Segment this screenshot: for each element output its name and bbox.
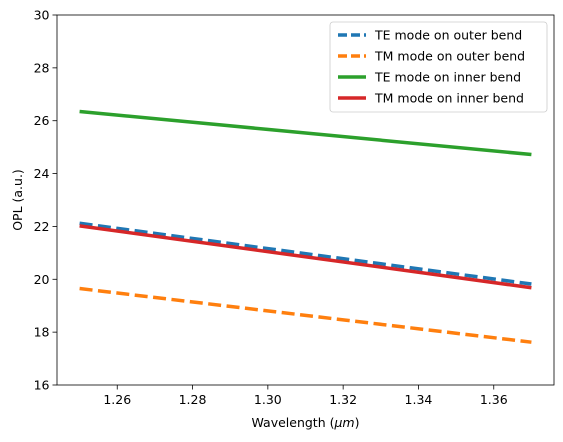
x-tick-label: 1.36 [480, 392, 508, 407]
y-tick-label: 18 [34, 325, 50, 340]
x-tick-label: 1.30 [254, 392, 282, 407]
x-axis-ticks: 1.26 1.28 1.30 1.32 1.34 1.36 [103, 385, 508, 407]
legend-label-te-mode-on-inner-bend: TE mode on inner bend [374, 70, 521, 85]
x-axis-label: Wavelength (μm) [251, 415, 359, 430]
y-axis-label: OPL (a.u.) [10, 169, 25, 231]
series-line-tm-mode-on-outer-bend [79, 286, 532, 344]
y-tick-label: 22 [34, 219, 50, 234]
y-tick-label: 30 [34, 8, 50, 23]
y-tick-label: 20 [34, 272, 50, 287]
x-tick-label: 1.34 [405, 392, 433, 407]
series-line-tm-mode-on-inner-bend [79, 224, 532, 290]
legend: TE mode on outer bend TM mode on outer be… [329, 21, 548, 113]
y-tick-label: 26 [34, 113, 50, 128]
y-axis-ticks: 16 18 20 22 24 26 28 30 [34, 8, 57, 393]
plot-frame [56, 14, 555, 386]
legend-label-te-mode-on-outer-bend: TE mode on outer bend [374, 28, 522, 43]
y-tick-label: 28 [34, 60, 50, 75]
x-tick-label: 1.26 [103, 392, 131, 407]
series-line-te-mode-on-outer-bend [79, 221, 532, 286]
x-tick-label: 1.28 [179, 392, 207, 407]
y-tick-label: 16 [34, 378, 50, 393]
legend-box [329, 21, 548, 113]
legend-label-tm-mode-on-inner-bend: TM mode on inner bend [374, 91, 524, 106]
x-axis-label-unit: μm [333, 415, 354, 430]
legend-label-tm-mode-on-outer-bend: TM mode on outer bend [374, 49, 525, 64]
x-tick-label: 1.32 [329, 392, 357, 407]
y-tick-label: 24 [34, 166, 50, 181]
x-axis-label-prefix: Wavelength ( [251, 415, 334, 430]
series-line-te-mode-on-inner-bend [79, 109, 532, 157]
x-axis-label-suffix: ) [355, 415, 360, 430]
series-layer [79, 109, 532, 344]
